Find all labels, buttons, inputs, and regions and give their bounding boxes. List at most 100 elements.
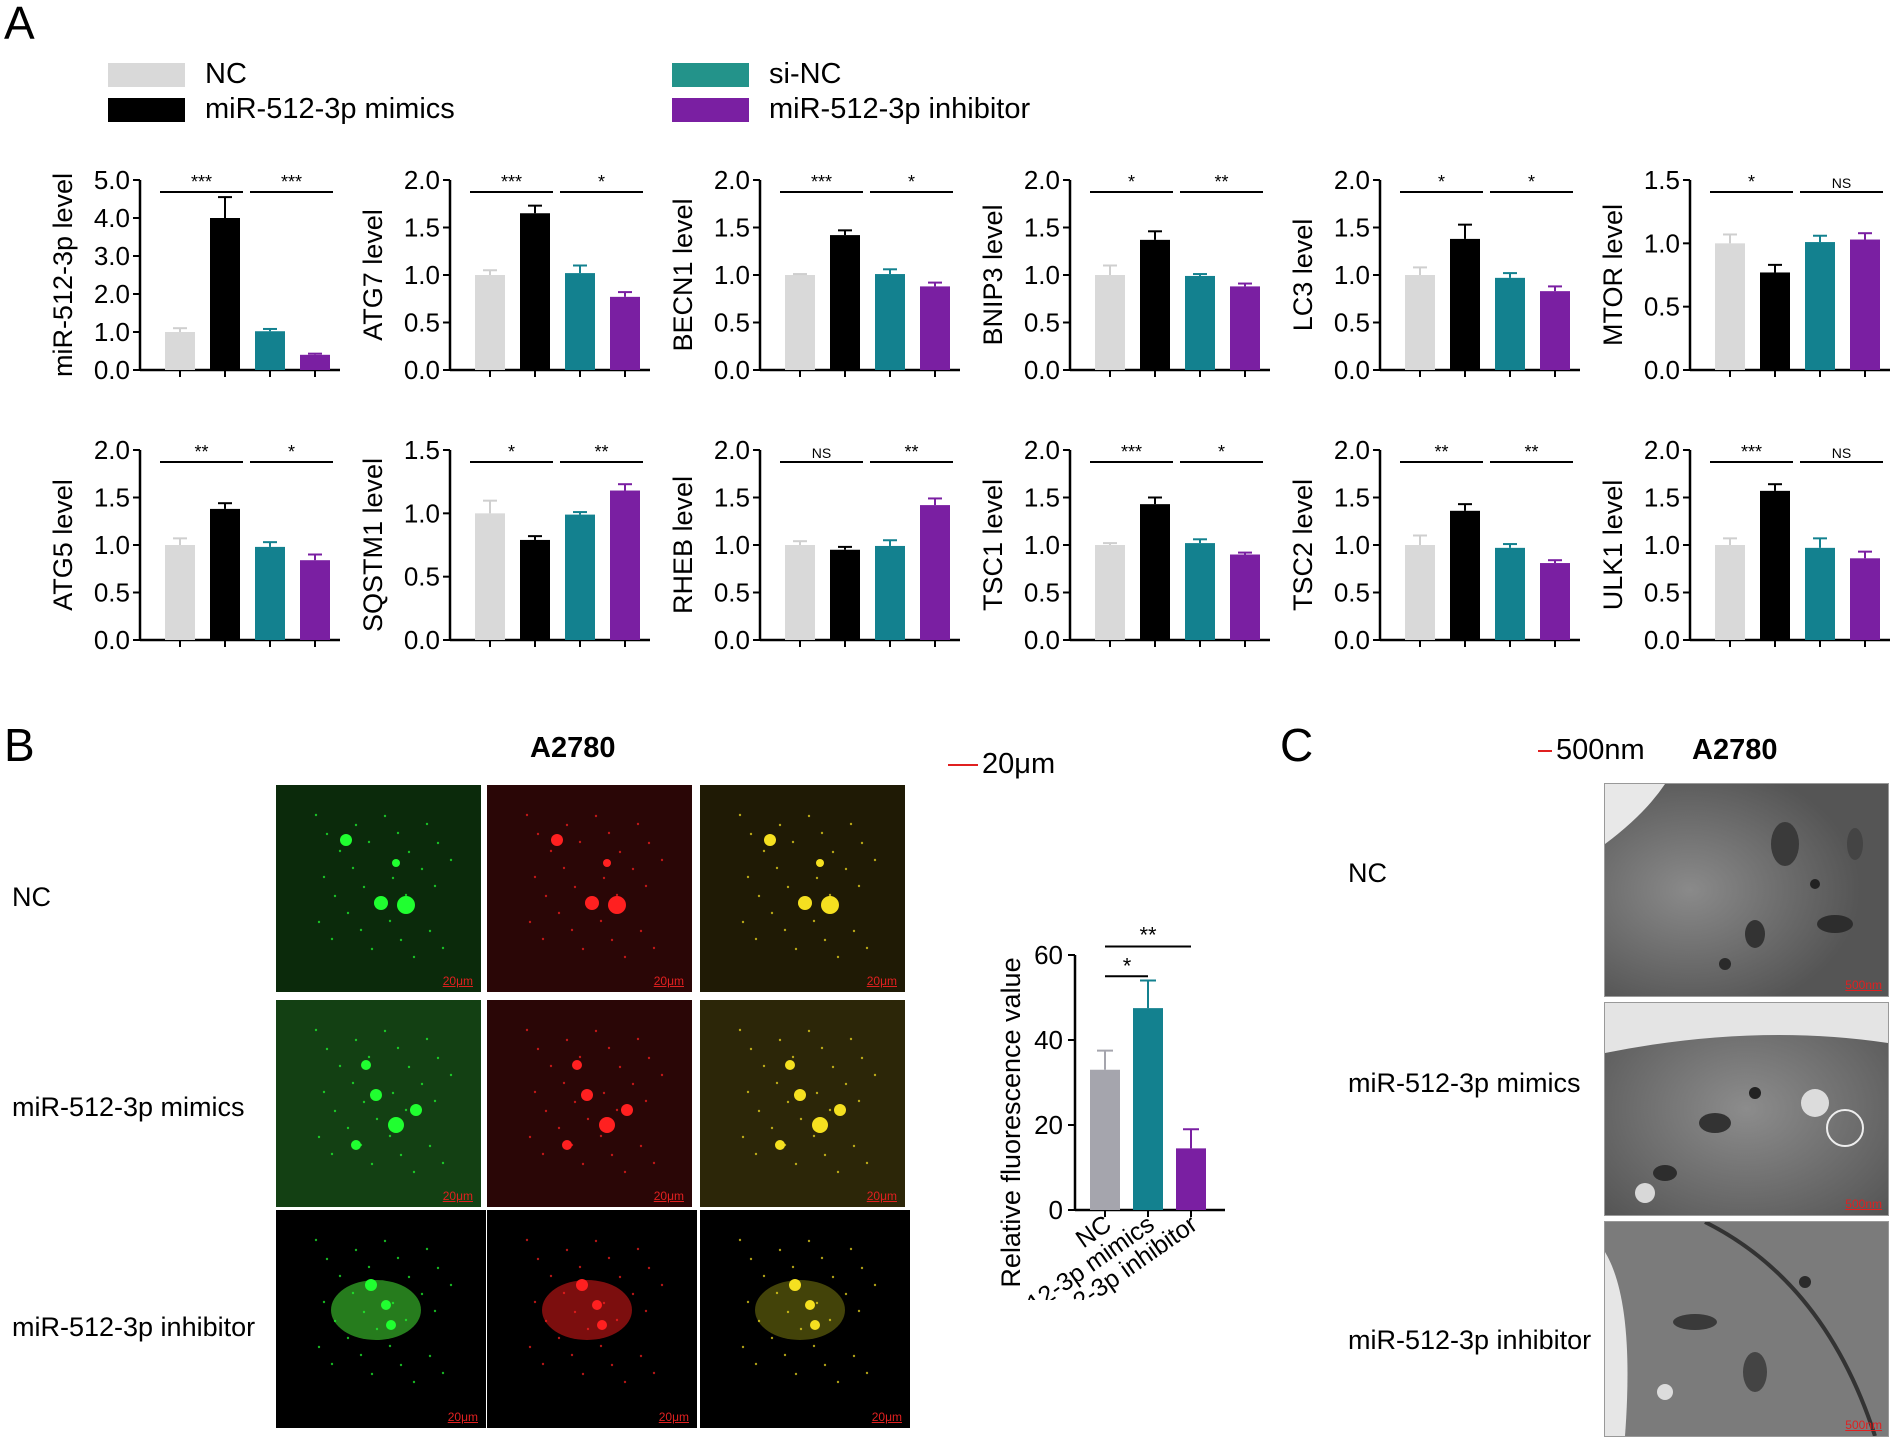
fluorescent-speck	[610, 1363, 614, 1367]
bar	[1185, 275, 1215, 370]
y-tick-label: 0.0	[404, 355, 440, 385]
y-tick-label: 2.0	[1024, 435, 1060, 465]
y-tick-label: 0.5	[1024, 308, 1060, 338]
fluorescent-speck	[391, 1301, 395, 1305]
bar	[1185, 543, 1215, 640]
fluorescent-speck	[578, 1055, 582, 1059]
fluorescent-speck	[631, 1082, 635, 1086]
bar-chart-6: 0.0 0.5 1.0 1.5 2.0 ATG5 level ** *	[48, 435, 365, 695]
fluorescent-speck	[794, 1372, 798, 1376]
panel-letter-c: C	[1280, 719, 1314, 771]
fluorescent-speck	[873, 858, 877, 862]
fluorescent-speck	[852, 929, 856, 933]
significance-label: ***	[281, 172, 302, 192]
bar	[1495, 547, 1525, 640]
y-tick-label: 0.5	[1644, 292, 1680, 322]
fluorescence-image: 20μm	[276, 1210, 486, 1428]
fluorescent-speck	[433, 1309, 437, 1313]
fluorescent-speck	[354, 1248, 358, 1252]
y-tick-label: 1.0	[714, 530, 750, 560]
significance-label: NS	[1832, 445, 1851, 461]
y-tick-label: 1.0	[1024, 530, 1060, 560]
fluorescent-speck	[578, 840, 582, 844]
y-tick-label: 0.0	[1644, 355, 1680, 385]
significance-label: **	[594, 442, 608, 462]
y-axis-label: ATG5 level	[48, 479, 78, 611]
fluorescent-speck	[407, 1275, 411, 1279]
fluorescent-speck	[602, 876, 606, 880]
fluorescent-speck	[581, 1372, 585, 1376]
fluorescence-image: 20μm	[700, 1000, 905, 1207]
fluorescent-speck	[338, 1064, 342, 1068]
fluorescent-speck	[836, 955, 840, 959]
y-tick-label: 0.5	[94, 578, 130, 608]
y-tick-label: 1.0	[1334, 260, 1370, 290]
tem-image-mimics: 500nm	[1604, 1002, 1889, 1216]
fluorescent-speck	[433, 1099, 437, 1103]
fluorescent-speck	[660, 858, 664, 862]
panel-b-row-label-inhibitor: miR-512-3p inhibitor	[12, 1312, 256, 1342]
fluorescent-speck	[338, 849, 342, 853]
fluorescent-speck	[636, 1037, 640, 1041]
fluorescent-speck	[631, 867, 635, 871]
fluorescent-speck	[557, 1336, 561, 1340]
fluorescence-chart: 0 20 40 60 Relative fluorescence value NC miR-…	[967, 860, 1320, 1362]
fluorescent-speck	[599, 1134, 603, 1138]
significance-label: ***	[1121, 442, 1142, 462]
fluorescent-speck	[322, 875, 326, 879]
bar	[1805, 242, 1835, 370]
fluorescent-speck	[741, 1135, 745, 1139]
fluorescence-image-svg	[738, 1028, 877, 1174]
significance-label: *	[508, 442, 515, 462]
fluorescent-speck	[599, 1344, 603, 1348]
bar	[165, 545, 195, 640]
bar-chart-svg-5: 0.0 0.5 1.0 1.5 MTOR level * NS	[1598, 165, 1890, 385]
fluorescent-spot	[621, 1104, 633, 1116]
fluorescent-speck	[391, 876, 395, 880]
bar	[1176, 1148, 1206, 1210]
fluorescent-speck	[652, 946, 656, 950]
fluorescent-spot	[576, 1279, 588, 1291]
fluorescent-speck	[639, 1354, 643, 1358]
fluorescence-image: 20μm	[487, 1000, 692, 1207]
fluorescent-speck	[573, 1310, 577, 1314]
bar	[210, 508, 240, 640]
bar-chart-svg-0: 0.0 1.0 2.0 3.0 4.0 5.0 miR-512-3p level *** ***	[48, 165, 340, 385]
legend-label-mimics: miR-512-3p mimics	[205, 93, 455, 125]
fluorescent-speck	[873, 1073, 877, 1077]
image-scale-label: 20μm	[866, 1189, 897, 1203]
fluorescent-speck	[820, 1046, 824, 1050]
fluorescent-speck	[746, 875, 750, 879]
y-tick-label: 0	[1049, 1195, 1063, 1225]
fluorescent-speck	[770, 911, 774, 915]
bar-chart-svg-10: 0.0 0.5 1.0 1.5 2.0 TSC2 level ** **	[1288, 435, 1580, 655]
bar-chart-svg-8: 0.0 0.5 1.0 1.5 2.0 RHEB level NS **	[668, 435, 960, 655]
y-tick-label: 2.0	[1024, 165, 1060, 195]
fluorescent-speck	[314, 1028, 318, 1032]
fluorescent-speck	[428, 929, 432, 933]
y-axis-label: TSC2 level	[1288, 479, 1318, 611]
fluorescent-speck	[549, 1274, 553, 1278]
fluorescent-speck	[557, 911, 561, 915]
fluorescence-image-svg	[314, 813, 453, 959]
fluorescent-speck	[544, 894, 548, 898]
fluorescent-speck	[852, 1144, 856, 1148]
legend-swatch-nc	[108, 62, 185, 87]
y-tick-label: 0.0	[1024, 355, 1060, 385]
fluorescent-speck	[333, 894, 337, 898]
fluorescent-speck	[778, 823, 782, 827]
fluorescent-speck	[639, 1144, 643, 1148]
bar	[1850, 239, 1880, 370]
fluorescent-speck	[849, 1247, 853, 1251]
image-scale-label: 20μm	[447, 1410, 478, 1424]
panel-b-row-label-mimics: miR-512-3p mimics	[12, 1092, 245, 1122]
fluorescent-speck	[412, 955, 416, 959]
fluorescent-speck	[602, 1301, 606, 1305]
fluorescent-speck	[333, 1109, 337, 1113]
fluorescent-speck	[599, 919, 603, 923]
fluorescent-speck	[741, 920, 745, 924]
y-tick-label: 1.5	[714, 483, 750, 513]
fluorescent-speck	[754, 1362, 758, 1366]
